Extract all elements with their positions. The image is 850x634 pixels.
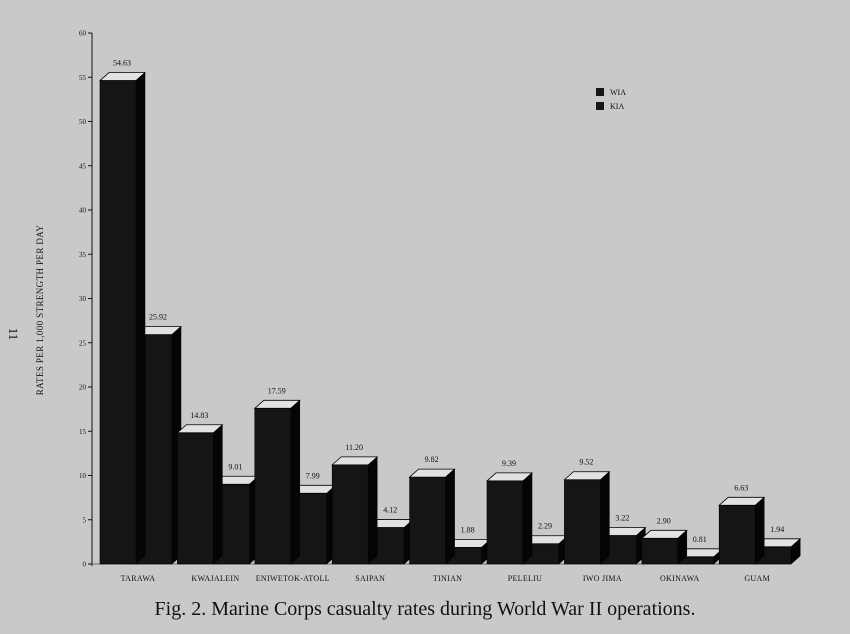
data-label-wia: 9.52	[579, 458, 593, 467]
legend-swatch-wia	[596, 88, 604, 96]
bar-wia-iwo-jima	[563, 471, 611, 565]
bar-front-face	[254, 408, 292, 565]
data-label-kia: 2.29	[538, 522, 552, 531]
bar-wia-kwajalein	[176, 424, 224, 565]
bar-side-face	[600, 471, 610, 565]
category-label: GUAM	[744, 574, 770, 583]
data-label-kia: 9.01	[228, 462, 242, 471]
bar-front-face	[641, 538, 679, 565]
data-label-wia: 2.90	[657, 516, 671, 525]
bar-side-face	[522, 472, 533, 565]
y-tick-label: 15	[79, 428, 87, 436]
y-tick-label: 55	[79, 74, 87, 82]
bar-side-face	[445, 468, 455, 565]
data-label-kia: 1.94	[770, 525, 784, 534]
data-label-kia: 0.81	[693, 535, 707, 544]
y-tick-label: 30	[79, 295, 87, 303]
y-axis-label: RATES PER 1,000 STRENGTH PER DAY	[35, 225, 45, 396]
data-labels: 25.92 54.63 9.01 14.83 7.99 17.59 4.12 11.20 1.8…	[113, 59, 784, 544]
y-tick-label: 5	[83, 516, 87, 524]
legend-swatch-kia	[596, 102, 604, 110]
bar-top-face	[640, 529, 688, 539]
legend: WIA KIA	[596, 88, 626, 111]
data-label-wia: 14.83	[190, 411, 208, 420]
bar-front-face	[177, 432, 214, 565]
page-number: 11	[6, 328, 21, 341]
bar-front-face	[331, 464, 369, 565]
y-tick-label: 20	[79, 384, 87, 392]
casualty-rates-chart: 0 5 10 15 20 25 30 35 40 45 50 55 60 25.92 54.63 9.01 1…	[6, 30, 802, 583]
bar-wia-saipan	[331, 456, 379, 565]
legend-label-kia: KIA	[610, 102, 624, 111]
category-label: ENIWETOK-ATOLL	[256, 574, 330, 583]
data-label-wia: 17.59	[268, 386, 286, 395]
bar-wia-okinawa	[640, 529, 688, 565]
y-tick-label: 10	[79, 472, 87, 480]
data-label-wia: 11.20	[345, 443, 363, 452]
data-label-kia: 25.92	[149, 313, 167, 322]
y-tick-label: 45	[79, 162, 87, 170]
category-label: OKINAWA	[660, 574, 700, 583]
category-label: KWAJALEIN	[191, 574, 239, 583]
bar-front-face	[718, 505, 756, 565]
bar-wia-tinian	[408, 468, 456, 565]
legend-label-wia: WIA	[610, 88, 626, 97]
y-tick-label: 0	[83, 561, 87, 569]
bar-top-face	[563, 471, 611, 481]
bar-top-face	[176, 424, 224, 434]
data-label-wia: 54.63	[113, 59, 131, 68]
data-label-wia: 6.63	[734, 483, 748, 492]
bar-wia-tarawa	[98, 71, 147, 565]
category-label: TARAWA	[121, 574, 156, 583]
category-label: SAIPAN	[355, 574, 385, 583]
category-label: PELELIU	[508, 574, 543, 583]
y-tick-label: 40	[79, 207, 87, 215]
bar-front-face	[486, 480, 524, 565]
data-label-wia: 9.82	[425, 455, 439, 464]
bar-top-face	[485, 472, 534, 482]
category-label: TINIAN	[433, 574, 462, 583]
bar-side-face	[290, 399, 301, 565]
bar-top-face	[331, 456, 379, 466]
data-label-kia: 3.22	[615, 514, 629, 523]
bar-front-face	[564, 479, 601, 565]
y-tick-label: 50	[79, 118, 87, 126]
category-label: IWO JIMA	[583, 574, 622, 583]
bar-top-face	[408, 468, 456, 478]
data-label-wia: 9.39	[502, 459, 516, 468]
figure-caption: Fig. 2. Marine Corps casualty rates duri…	[154, 598, 696, 620]
y-tick-label: 35	[79, 251, 87, 259]
data-label-kia: 1.88	[461, 525, 475, 534]
bar-top-face	[98, 72, 147, 81]
bar-wia-peleliu	[485, 472, 534, 565]
bar-side-face	[754, 496, 765, 565]
bar-wia-guam	[718, 496, 766, 565]
bar-side-face	[213, 424, 223, 565]
bars	[98, 71, 802, 565]
y-tick-label: 25	[79, 339, 87, 347]
bar-front-face	[99, 80, 137, 565]
bar-top-face	[253, 399, 301, 409]
bar-top-face	[718, 496, 766, 506]
category-labels: TARAWA KWAJALEIN ENIWETOK-ATOLL SAIPAN TINIA…	[121, 574, 770, 583]
bar-front-face	[409, 476, 446, 565]
data-label-kia: 7.99	[306, 471, 320, 480]
data-label-kia: 4.12	[383, 506, 397, 515]
bar-side-face	[135, 71, 146, 565]
bar-side-face	[367, 456, 378, 565]
y-tick-label: 60	[79, 30, 87, 38]
bar-wia-eniwetok-atoll	[253, 399, 301, 565]
